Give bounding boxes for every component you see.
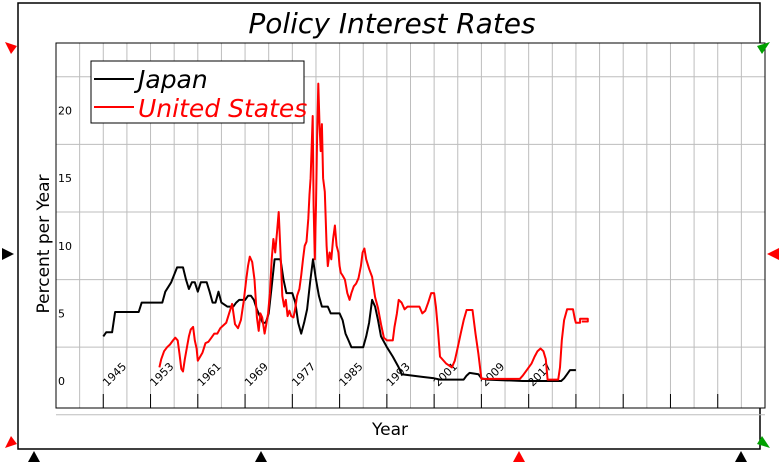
series-line-united-states	[158, 82, 589, 381]
marker-bottom-black-3	[735, 451, 747, 462]
chart-title: Policy Interest Rates	[248, 7, 535, 40]
marker-bottom-black-1	[28, 451, 40, 462]
marker-top-left-red	[5, 42, 17, 54]
y-tick-label: 20	[58, 105, 72, 118]
y-tick-label: 0	[58, 375, 65, 388]
y-tick-labels: 0 5 10 15 20	[58, 105, 72, 388]
y-tick-label: 10	[58, 240, 72, 253]
x-axis-label: Year	[371, 420, 408, 440]
plot-border	[55, 42, 766, 409]
legend-label-japan: Japan	[133, 65, 208, 94]
marker-mid-right-red	[767, 248, 779, 260]
marker-bottom-right-green	[757, 436, 770, 448]
y-tick-label: 5	[58, 307, 65, 320]
series-lines	[102, 82, 589, 382]
marker-top-right-green	[757, 42, 770, 54]
marker-mid-left-black	[2, 248, 14, 260]
marker-bottom-left-red	[5, 436, 17, 448]
marker-bottom-black-2	[255, 451, 267, 462]
legend: Japan United States	[90, 60, 307, 124]
legend-label-united-states: United States	[138, 94, 307, 123]
legend-box	[90, 60, 305, 124]
y-axis-label: Percent per Year	[34, 174, 54, 313]
marker-bottom-red	[513, 451, 525, 462]
y-tick-label: 15	[58, 172, 72, 185]
